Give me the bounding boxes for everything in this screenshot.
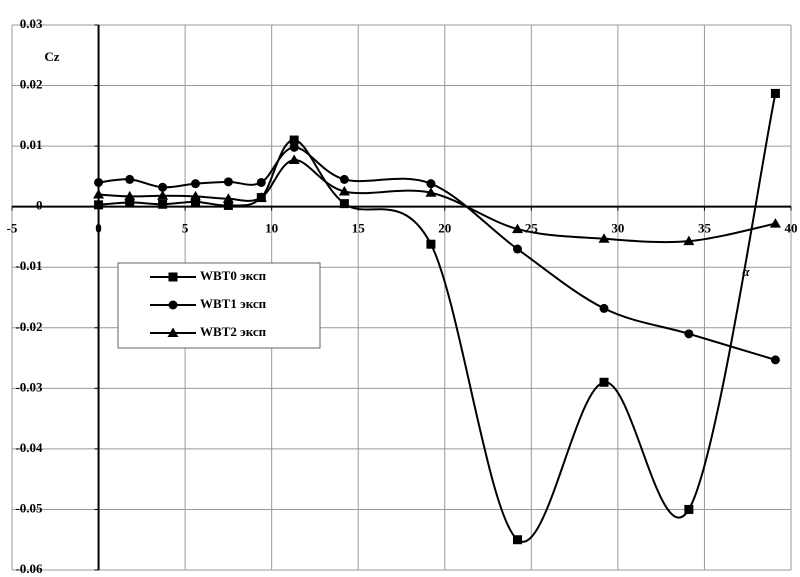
legend-label: WBT0 эксп [200,268,267,283]
marker [168,272,178,282]
marker [157,190,169,200]
y-tick-label: -0.01 [15,258,42,273]
marker [684,504,694,514]
x-tick-label: 5 [182,221,189,236]
y-tick-label: -0.02 [15,319,42,334]
marker [125,197,135,207]
x-tick-label: 15 [352,221,366,236]
marker [222,193,234,203]
marker [512,535,522,545]
legend-label: WBT1 эксп [200,296,267,311]
legend-label: WBT2 эксп [200,324,267,339]
marker [426,179,436,189]
marker [426,239,436,249]
y-tick-label: -0.05 [15,500,43,515]
marker [189,190,201,201]
marker [599,303,609,313]
marker [289,142,299,152]
y-axis-label: Cz [44,49,59,64]
marker [168,300,178,310]
marker [289,135,299,145]
y-tick-label: 0.03 [20,16,43,31]
marker [158,199,168,209]
marker [770,88,780,98]
marker [223,177,233,187]
marker [167,327,179,337]
series-line [98,146,776,361]
marker [511,223,523,234]
marker [425,187,437,197]
series-line [98,159,776,244]
marker [223,200,233,210]
x-tick-label: -5 [7,221,18,236]
marker [93,189,105,199]
marker [339,174,349,184]
marker [158,182,168,192]
marker [190,179,200,189]
x-axis-label: α [742,264,750,279]
marker [338,186,350,196]
x-tick-label: 20 [438,221,451,236]
y-tick-label: 0.01 [20,137,43,152]
marker [94,177,104,187]
x-tick-label: 40 [785,221,798,236]
marker [94,200,104,210]
marker [599,377,609,387]
marker [684,329,694,339]
marker [598,233,610,243]
marker [125,174,135,184]
marker [255,192,267,202]
marker [769,218,781,228]
marker [256,177,266,187]
marker [683,235,695,246]
x-tick-label: 30 [611,221,624,236]
y-tick-label: -0.03 [15,379,43,394]
marker [770,355,780,365]
x-tick-label: 0 [95,221,102,236]
marker [339,199,349,209]
y-tick-label: -0.06 [15,561,43,576]
marker [288,154,300,165]
y-tick-label: 0.02 [20,77,43,92]
marker [512,244,522,254]
y-tick-label: 0 [36,198,43,213]
marker [124,190,136,201]
legend: WBT0 эксп WBT1 эксп WBT2 эксп [117,262,321,349]
x-tick-label: 10 [265,221,278,236]
y-tick-label: -0.04 [15,440,43,455]
marker [190,197,200,207]
x-tick-label: 35 [698,221,712,236]
series-line [98,93,777,543]
